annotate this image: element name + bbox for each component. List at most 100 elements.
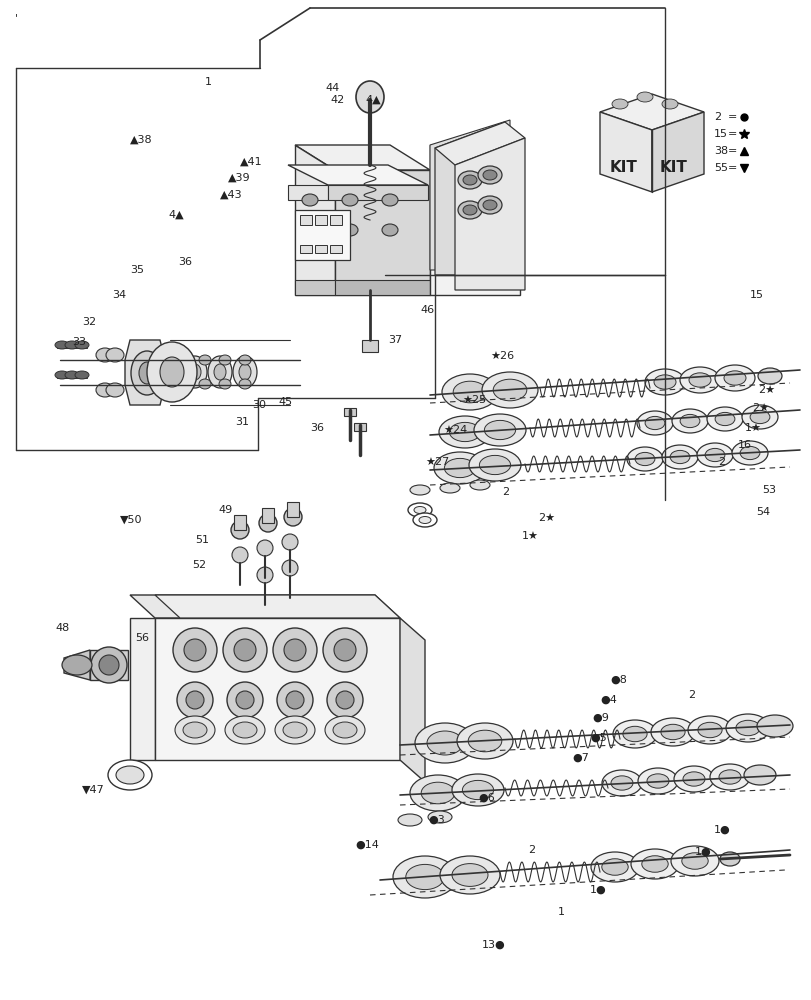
Bar bbox=[329, 215, 341, 225]
Ellipse shape bbox=[478, 166, 501, 184]
Bar bbox=[57, 372, 67, 378]
Text: 36: 36 bbox=[178, 257, 191, 267]
Ellipse shape bbox=[233, 356, 257, 388]
Text: 1★: 1★ bbox=[744, 423, 761, 433]
Text: 36: 36 bbox=[310, 423, 324, 433]
Ellipse shape bbox=[225, 716, 264, 744]
Ellipse shape bbox=[673, 766, 713, 792]
Text: 44: 44 bbox=[324, 83, 339, 93]
Ellipse shape bbox=[272, 628, 316, 672]
Ellipse shape bbox=[55, 371, 69, 379]
Ellipse shape bbox=[283, 722, 307, 738]
Text: =: = bbox=[727, 112, 736, 122]
Text: KIT: KIT bbox=[609, 160, 637, 175]
Ellipse shape bbox=[706, 407, 742, 431]
Ellipse shape bbox=[406, 864, 444, 890]
Ellipse shape bbox=[106, 348, 124, 362]
Text: 33: 33 bbox=[72, 337, 86, 347]
Text: 46: 46 bbox=[419, 305, 434, 315]
Ellipse shape bbox=[637, 768, 677, 794]
Text: 42: 42 bbox=[329, 95, 344, 105]
Ellipse shape bbox=[284, 639, 306, 661]
Ellipse shape bbox=[230, 521, 249, 539]
Ellipse shape bbox=[735, 720, 759, 736]
Text: ●9: ●9 bbox=[591, 713, 608, 723]
Text: ●14: ●14 bbox=[354, 840, 379, 850]
Polygon shape bbox=[599, 112, 651, 192]
Ellipse shape bbox=[433, 452, 486, 484]
Ellipse shape bbox=[672, 409, 707, 433]
Ellipse shape bbox=[219, 379, 230, 389]
Bar bbox=[362, 340, 378, 352]
Ellipse shape bbox=[646, 774, 668, 788]
Text: 2: 2 bbox=[717, 457, 724, 467]
Ellipse shape bbox=[75, 371, 89, 379]
Text: ★24: ★24 bbox=[443, 425, 466, 435]
Ellipse shape bbox=[302, 194, 318, 206]
Ellipse shape bbox=[106, 383, 124, 397]
Text: ●8: ●8 bbox=[609, 675, 626, 685]
Ellipse shape bbox=[630, 849, 678, 879]
Ellipse shape bbox=[189, 364, 201, 380]
Text: 48: 48 bbox=[55, 623, 69, 633]
Ellipse shape bbox=[601, 770, 642, 796]
Ellipse shape bbox=[484, 420, 515, 440]
Ellipse shape bbox=[414, 723, 474, 763]
Text: 13●: 13● bbox=[482, 940, 505, 950]
Ellipse shape bbox=[601, 859, 628, 875]
Ellipse shape bbox=[341, 224, 358, 236]
Ellipse shape bbox=[440, 483, 460, 493]
Ellipse shape bbox=[397, 814, 422, 826]
Text: 34: 34 bbox=[112, 290, 126, 300]
Ellipse shape bbox=[91, 647, 127, 683]
Ellipse shape bbox=[199, 355, 211, 365]
Ellipse shape bbox=[661, 99, 677, 109]
Ellipse shape bbox=[160, 357, 184, 387]
Ellipse shape bbox=[410, 775, 466, 811]
Ellipse shape bbox=[457, 201, 482, 219]
Text: 49: 49 bbox=[217, 505, 232, 515]
Ellipse shape bbox=[182, 722, 207, 738]
Text: ★27: ★27 bbox=[424, 457, 448, 467]
Ellipse shape bbox=[327, 682, 363, 718]
Ellipse shape bbox=[462, 205, 476, 215]
Polygon shape bbox=[651, 112, 703, 192]
Ellipse shape bbox=[636, 411, 672, 435]
Ellipse shape bbox=[661, 445, 697, 469]
Ellipse shape bbox=[731, 441, 767, 465]
Ellipse shape bbox=[610, 776, 633, 790]
Ellipse shape bbox=[634, 452, 654, 466]
Ellipse shape bbox=[55, 341, 69, 349]
Ellipse shape bbox=[743, 765, 775, 785]
Text: 2: 2 bbox=[527, 845, 534, 855]
Ellipse shape bbox=[714, 365, 754, 391]
Ellipse shape bbox=[448, 422, 480, 442]
Ellipse shape bbox=[427, 731, 462, 755]
Bar bbox=[67, 342, 77, 348]
Ellipse shape bbox=[439, 416, 491, 448]
Text: 1★: 1★ bbox=[521, 531, 539, 541]
Ellipse shape bbox=[164, 364, 176, 380]
Text: 45: 45 bbox=[277, 397, 292, 407]
Bar bbox=[262, 508, 273, 523]
Ellipse shape bbox=[725, 714, 769, 742]
Polygon shape bbox=[130, 618, 155, 760]
Text: 1: 1 bbox=[557, 907, 564, 917]
Ellipse shape bbox=[741, 405, 777, 429]
Text: 4▲: 4▲ bbox=[365, 95, 380, 105]
Bar bbox=[315, 245, 327, 253]
Text: ▲43: ▲43 bbox=[220, 190, 242, 200]
Ellipse shape bbox=[718, 770, 740, 784]
Polygon shape bbox=[328, 185, 427, 200]
Text: 54: 54 bbox=[755, 507, 769, 517]
Ellipse shape bbox=[696, 443, 732, 467]
Ellipse shape bbox=[413, 513, 436, 527]
Polygon shape bbox=[435, 122, 504, 275]
Ellipse shape bbox=[641, 856, 667, 872]
Text: 4▲: 4▲ bbox=[168, 210, 183, 220]
Polygon shape bbox=[400, 618, 424, 782]
Ellipse shape bbox=[227, 682, 263, 718]
Text: ★26: ★26 bbox=[489, 351, 513, 361]
Polygon shape bbox=[435, 122, 525, 165]
Ellipse shape bbox=[452, 864, 487, 886]
